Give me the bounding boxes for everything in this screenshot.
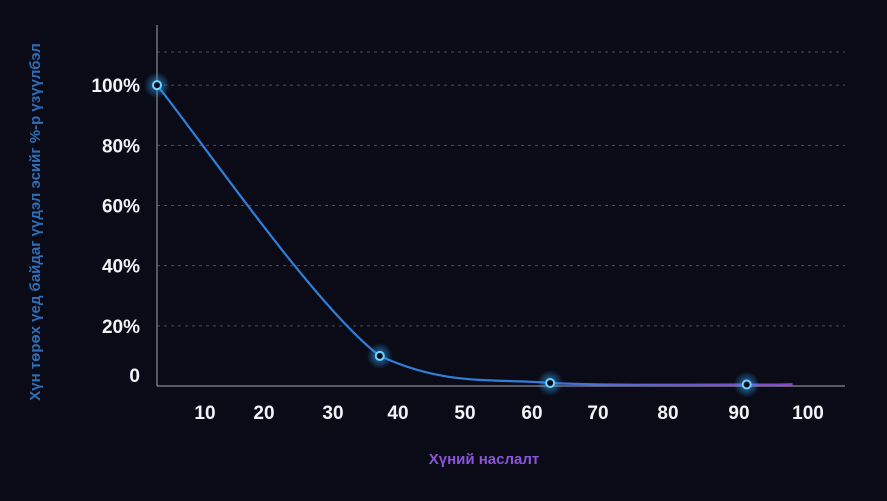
x-tick-label: 50 bbox=[454, 403, 475, 424]
x-axis-label: Хүний наслалт bbox=[429, 451, 540, 468]
y-tick-label: 60% bbox=[102, 197, 140, 218]
data-point bbox=[152, 80, 162, 91]
y-tick-labels: 0 20% 40% 60% 80% 100% bbox=[91, 76, 140, 387]
x-tick-label: 30 bbox=[322, 403, 343, 424]
y-tick-label: 100% bbox=[91, 76, 140, 97]
x-tick-label: 60 bbox=[521, 403, 542, 424]
x-tick-label: 20 bbox=[253, 403, 274, 424]
y-tick-label: 0 bbox=[129, 366, 140, 387]
x-tick-label: 40 bbox=[387, 403, 408, 424]
x-tick-label: 10 bbox=[194, 403, 215, 424]
y-tick-label: 20% bbox=[102, 317, 140, 338]
x-tick-label: 90 bbox=[728, 403, 749, 424]
gridlines bbox=[157, 51, 845, 327]
y-tick-label: 40% bbox=[102, 257, 140, 278]
x-tick-label: 70 bbox=[587, 403, 608, 424]
series-line bbox=[156, 84, 793, 386]
data-point bbox=[545, 377, 556, 388]
y-tick-label: 80% bbox=[102, 136, 140, 157]
series bbox=[144, 72, 793, 398]
data-point bbox=[374, 350, 385, 361]
data-point bbox=[741, 379, 752, 390]
x-tick-labels: 10 20 30 40 50 60 70 80 90 100 bbox=[194, 403, 823, 424]
y-axis-label: Хүн төрөх үед байдаг үүдэл эсийг %-р үзү… bbox=[27, 43, 44, 400]
x-tick-label: 80 bbox=[657, 403, 678, 424]
x-tick-label: 100 bbox=[792, 403, 824, 424]
